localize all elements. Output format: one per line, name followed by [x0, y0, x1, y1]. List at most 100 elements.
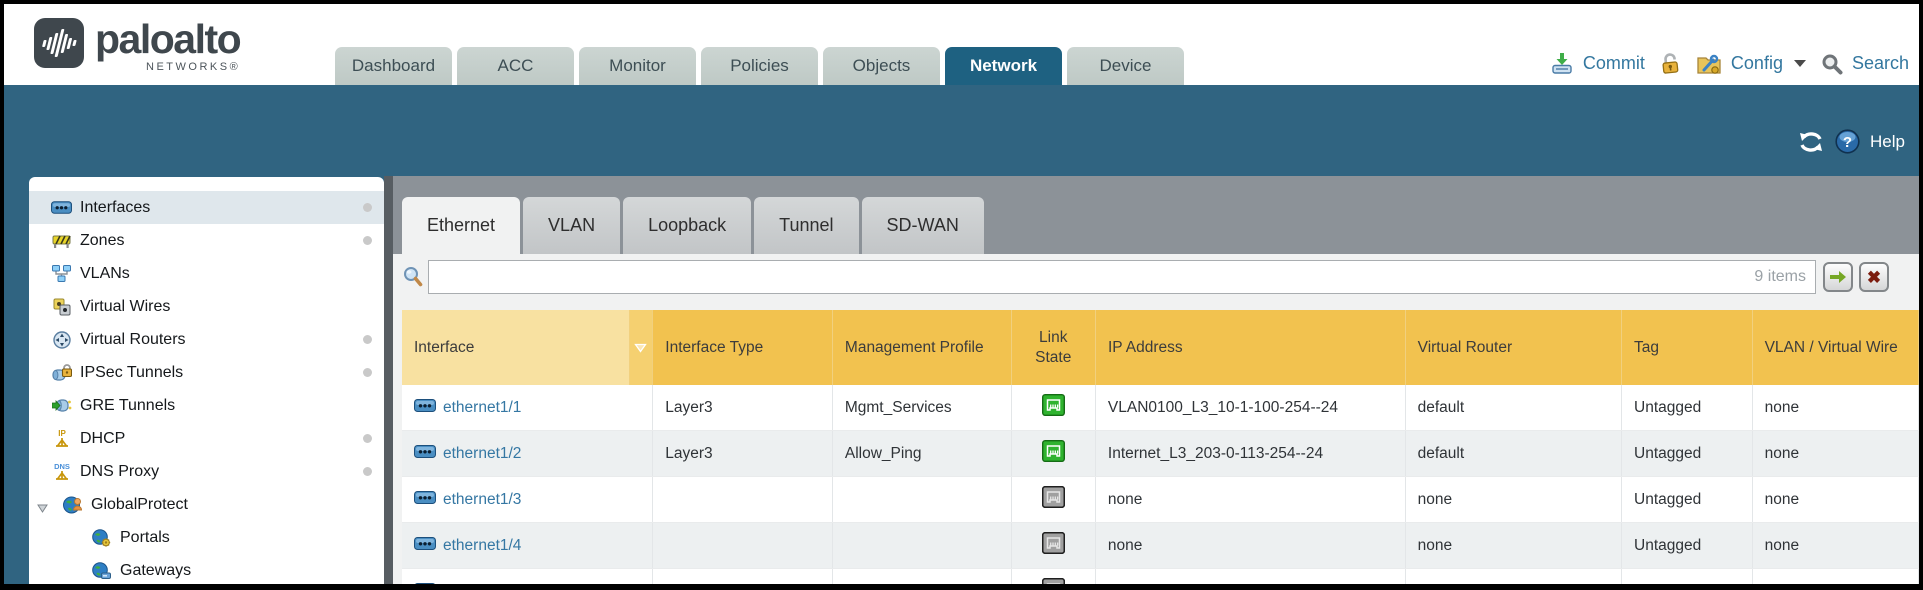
vlan-cell: none [1753, 431, 1919, 476]
config-button[interactable]: Config [1730, 53, 1783, 73]
network-sidebar: Interfaces Zones VLANs Virtual Wires Vir… [29, 177, 384, 584]
sidebar-item-vlans[interactable]: VLANs [29, 257, 384, 290]
interface-link[interactable]: ethernet1/3 [443, 490, 522, 508]
status-dot [363, 434, 372, 443]
gre-tunnels-icon [51, 396, 72, 415]
profile-cell: Allow_Ping [833, 431, 1012, 476]
vr-cell: none [1406, 477, 1622, 522]
col-tag[interactable]: Tag [1622, 310, 1753, 385]
apply-filter-button[interactable] [1823, 262, 1853, 292]
ip-cell: none [1096, 523, 1406, 568]
commit-button[interactable]: Commit [1582, 53, 1645, 73]
col-interface[interactable]: Interface [402, 310, 630, 385]
link-down-icon [1041, 485, 1065, 513]
vlan-cell: none [1753, 569, 1919, 584]
clear-filter-button[interactable]: ✖ [1859, 262, 1889, 292]
sidebar-item-portals[interactable]: Portals [29, 521, 384, 554]
sidebar-item-label: Virtual Wires [80, 297, 171, 315]
help-label[interactable]: Help [1870, 131, 1905, 151]
table-row[interactable]: ethernet1/5 none none Untagged none [402, 569, 1919, 584]
tag-cell: Untagged [1622, 477, 1753, 522]
tag-cell: Untagged [1622, 523, 1753, 568]
table-row[interactable]: ethernet1/3 none none Untagged none [402, 477, 1919, 523]
link-up-icon [1041, 393, 1065, 421]
vlan-cell: none [1753, 523, 1919, 568]
sidebar-item-virtual-routers[interactable]: Virtual Routers [29, 323, 384, 356]
tag-cell: Untagged [1622, 431, 1753, 476]
config-caret-icon[interactable] [1793, 60, 1806, 67]
sidebar-item-dns-proxy[interactable]: DNS DNS Proxy [29, 455, 384, 488]
tab-dashboard[interactable]: Dashboard [335, 47, 452, 85]
lock-icon[interactable] [1659, 51, 1682, 76]
tab-network[interactable]: Network [945, 47, 1062, 85]
search-icon [1821, 53, 1843, 75]
interface-link[interactable]: ethernet1/2 [443, 444, 522, 462]
filter-bar: 9 items ✖ [402, 260, 1919, 296]
waveform-icon [39, 29, 79, 57]
table-row[interactable]: ethernet1/2 Layer3 Allow_Ping Internet_L… [402, 431, 1919, 477]
interface-link[interactable]: ethernet1/5 [443, 583, 521, 585]
subtab-tunnel[interactable]: Tunnel [754, 197, 859, 254]
table-header-row: Interface Interface Type Management Prof… [402, 310, 1919, 385]
table-row[interactable]: ethernet1/1 Layer3 Mgmt_Services VLAN010… [402, 385, 1919, 431]
status-dot [363, 203, 372, 212]
sidebar-item-label: Portals [120, 528, 170, 546]
search-button[interactable]: Search [1851, 53, 1909, 73]
sidebar-item-gre-tunnels[interactable]: GRE Tunnels [29, 389, 384, 422]
global-actions: ? Help [1797, 129, 1905, 154]
sidebar-item-label: Virtual Routers [80, 330, 186, 348]
teal-band: ? Help Interfaces Zones VLANs Vi [4, 85, 1919, 584]
refresh-icon[interactable] [1797, 131, 1825, 153]
vr-cell: none [1406, 523, 1622, 568]
col-management-profile[interactable]: Management Profile [833, 310, 1012, 385]
globalprotect-icon [62, 495, 83, 514]
subtab-ethernet[interactable]: Ethernet [402, 197, 521, 254]
subtab-sdwan[interactable]: SD-WAN [861, 197, 984, 254]
expand-triangle-icon[interactable] [37, 500, 48, 518]
subtab-vlan[interactable]: VLAN [523, 197, 621, 254]
interface-link[interactable]: ethernet1/4 [443, 536, 522, 554]
type-cell [653, 569, 833, 584]
link-down-icon [1041, 577, 1065, 584]
interfaces-table: Interface Interface Type Management Prof… [402, 310, 1919, 584]
interface-link[interactable]: ethernet1/1 [443, 398, 522, 416]
interface-cell: ethernet1/2 [402, 431, 654, 476]
vlan-cell: none [1753, 477, 1919, 522]
ethernet-port-icon [414, 582, 436, 584]
interface-subtabs: Ethernet VLAN Loopback Tunnel SD-WAN [402, 197, 984, 254]
tab-objects[interactable]: Objects [823, 47, 940, 85]
filter-input[interactable] [428, 260, 1816, 294]
sidebar-item-label: DHCP [80, 429, 126, 447]
sidebar-item-globalprotect[interactable]: GlobalProtect [29, 488, 384, 521]
sidebar-item-interfaces[interactable]: Interfaces [29, 191, 384, 224]
tab-device[interactable]: Device [1067, 47, 1184, 85]
sidebar-splitter[interactable] [384, 176, 393, 584]
ip-cell: none [1096, 569, 1406, 584]
vr-cell: default [1406, 385, 1622, 430]
sidebar-item-virtual-wires[interactable]: Virtual Wires [29, 290, 384, 323]
vlan-cell: none [1753, 385, 1919, 430]
paloalto-logo: paloalto NETWORKS® [34, 18, 242, 73]
tab-policies[interactable]: Policies [701, 47, 818, 85]
tab-monitor[interactable]: Monitor [579, 47, 696, 85]
col-interface-type[interactable]: Interface Type [653, 310, 833, 385]
sidebar-item-dhcp[interactable]: IP DHCP [29, 422, 384, 455]
col-link-state[interactable]: Link State [1012, 310, 1096, 385]
link-state-cell [1012, 385, 1096, 430]
column-filter-icon[interactable] [629, 310, 654, 385]
tab-acc[interactable]: ACC [457, 47, 574, 85]
zones-icon [51, 231, 72, 250]
subtab-loopback[interactable]: Loopback [623, 197, 752, 254]
sidebar-item-zones[interactable]: Zones [29, 224, 384, 257]
sidebar-item-label: Gateways [120, 561, 192, 579]
table-row[interactable]: ethernet1/4 none none Untagged none [402, 523, 1919, 569]
help-icon[interactable]: ? [1835, 129, 1860, 154]
type-cell: Layer3 [653, 431, 833, 476]
col-ip-address[interactable]: IP Address [1096, 310, 1406, 385]
col-vlan-virtual-wire[interactable]: VLAN / Virtual Wire [1753, 310, 1919, 385]
col-virtual-router[interactable]: Virtual Router [1406, 310, 1622, 385]
header-utilities: Commit Config Search [1550, 52, 1909, 75]
sidebar-item-ipsec-tunnels[interactable]: IPSec Tunnels [29, 356, 384, 389]
sidebar-item-gateways[interactable]: Gateways [29, 554, 384, 584]
